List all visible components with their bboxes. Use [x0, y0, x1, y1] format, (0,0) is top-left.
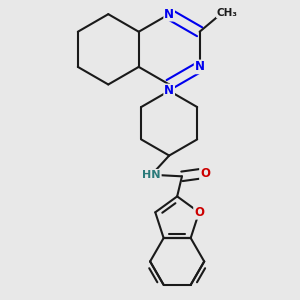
Text: N: N [164, 8, 174, 21]
Text: O: O [194, 206, 204, 219]
Text: O: O [200, 167, 210, 180]
Text: N: N [195, 60, 205, 74]
Text: N: N [164, 84, 174, 98]
Text: CH₃: CH₃ [217, 8, 238, 17]
Text: HN: HN [142, 170, 161, 180]
